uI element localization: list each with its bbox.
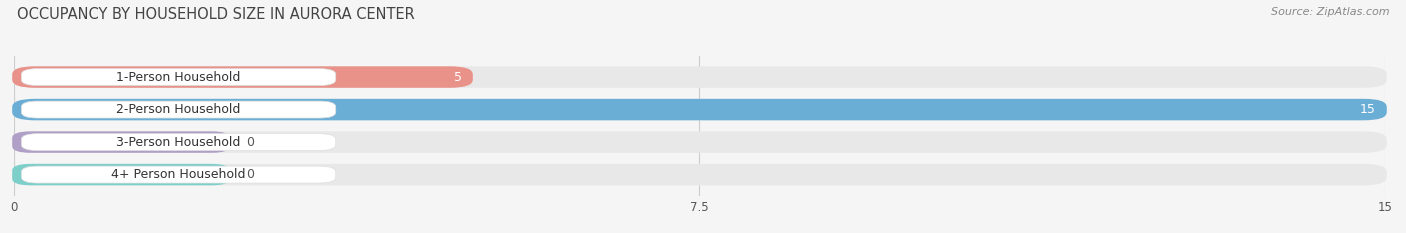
FancyBboxPatch shape — [21, 134, 336, 151]
FancyBboxPatch shape — [13, 99, 1386, 120]
FancyBboxPatch shape — [21, 101, 336, 118]
FancyBboxPatch shape — [13, 164, 229, 185]
Text: 15: 15 — [1360, 103, 1376, 116]
Text: Source: ZipAtlas.com: Source: ZipAtlas.com — [1271, 7, 1389, 17]
FancyBboxPatch shape — [13, 66, 472, 88]
Text: 0: 0 — [246, 136, 254, 149]
FancyBboxPatch shape — [21, 69, 336, 86]
Text: 3-Person Household: 3-Person Household — [117, 136, 240, 149]
FancyBboxPatch shape — [13, 164, 1386, 185]
Text: 2-Person Household: 2-Person Household — [117, 103, 240, 116]
FancyBboxPatch shape — [13, 66, 1386, 88]
FancyBboxPatch shape — [21, 166, 336, 183]
Text: 5: 5 — [454, 71, 463, 84]
Text: 4+ Person Household: 4+ Person Household — [111, 168, 246, 181]
Text: 0: 0 — [246, 168, 254, 181]
FancyBboxPatch shape — [13, 131, 229, 153]
FancyBboxPatch shape — [13, 131, 1386, 153]
Text: OCCUPANCY BY HOUSEHOLD SIZE IN AURORA CENTER: OCCUPANCY BY HOUSEHOLD SIZE IN AURORA CE… — [17, 7, 415, 22]
Text: 1-Person Household: 1-Person Household — [117, 71, 240, 84]
FancyBboxPatch shape — [13, 99, 1386, 120]
